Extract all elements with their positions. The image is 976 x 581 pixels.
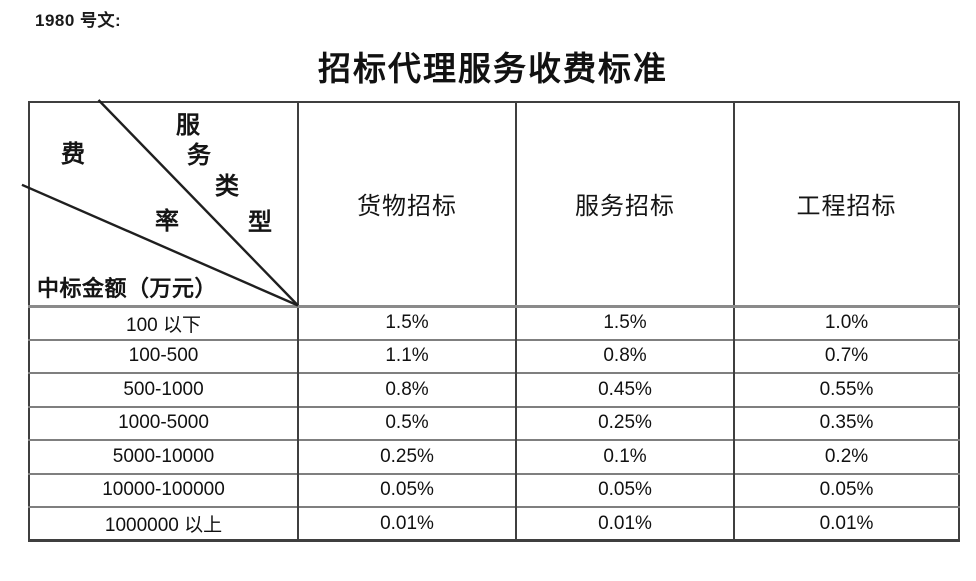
amount-range-cell: 10000-100000 — [29, 472, 298, 507]
table-row: 5000-10000 0.25% 0.1% 0.2% — [29, 439, 959, 474]
corner-amount-axis-label: 中标金额（万元） — [37, 276, 218, 301]
corner-service-type-char-4: 型 — [248, 210, 272, 236]
rate-cell: 1.5% — [515, 305, 734, 340]
rate-cell: 1.0% — [733, 305, 959, 340]
rate-cell: 0.05% — [515, 472, 734, 507]
table-row: 100 以下 1.5% 1.5% 1.0% — [29, 305, 959, 340]
amount-range-cell: 100 以下 — [29, 305, 298, 340]
corner-service-type-char-2: 务 — [187, 143, 211, 169]
table-row: 500-1000 0.8% 0.45% 0.55% — [29, 372, 959, 407]
rate-cell: 0.05% — [733, 472, 959, 507]
corner-service-type-char-3: 类 — [215, 174, 239, 200]
rate-cell: 0.25% — [515, 405, 734, 440]
doc-number: 1980 号文: — [35, 11, 122, 30]
table-row: 10000-100000 0.05% 0.05% 0.05% — [29, 472, 959, 507]
table-row: 1000000 以上 0.01% 0.01% 0.01% — [29, 506, 959, 541]
amount-range-cell: 1000-5000 — [29, 405, 298, 440]
rate-cell: 0.25% — [297, 439, 516, 474]
diagonal-corner-cell: 服 务 类 型 费 率 中标金额（万元） — [21, 99, 299, 308]
rate-cell: 1.5% — [297, 305, 516, 340]
rate-cell: 0.55% — [733, 372, 959, 407]
column-header-engineering: 工程招标 — [733, 102, 959, 308]
rate-cell: 0.05% — [297, 472, 516, 507]
rate-cell: 0.2% — [733, 439, 959, 474]
rate-cell: 0.5% — [297, 405, 516, 440]
diagonal-lines — [21, 99, 299, 307]
rate-cell: 0.45% — [515, 372, 734, 407]
amount-range-cell: 500-1000 — [29, 372, 298, 407]
column-header-services: 服务招标 — [515, 102, 734, 308]
corner-fee-rate-char-1: 费 — [61, 142, 85, 168]
diagonal-line-upper — [97, 99, 299, 307]
table-row: 100-500 1.1% 0.8% 0.7% — [29, 338, 959, 373]
column-header-goods: 货物招标 — [297, 102, 516, 308]
corner-service-type-char-1: 服 — [176, 113, 200, 139]
rate-cell: 0.1% — [515, 439, 734, 474]
rate-cell: 0.35% — [733, 405, 959, 440]
amount-range-cell: 1000000 以上 — [29, 506, 298, 541]
rate-cell: 0.8% — [297, 372, 516, 407]
rate-cell: 0.8% — [515, 338, 734, 373]
rate-cell: 1.1% — [297, 338, 516, 373]
corner-fee-rate-char-2: 率 — [155, 209, 179, 235]
fee-standard-table: 服 务 类 型 费 率 中标金额（万元） 货物招标 服务招标 工程招标 100 … — [21, 99, 960, 542]
rate-cell: 0.01% — [515, 506, 734, 541]
rate-cell: 0.01% — [297, 506, 516, 541]
amount-range-cell: 100-500 — [29, 338, 298, 373]
table-row: 1000-5000 0.5% 0.25% 0.35% — [29, 405, 959, 440]
amount-range-cell: 5000-10000 — [29, 439, 298, 474]
diagonal-line-lower — [21, 183, 299, 307]
rate-cell: 0.01% — [733, 506, 959, 541]
table-header-row: 服 务 类 型 费 率 中标金额（万元） 货物招标 服务招标 工程招标 — [21, 99, 959, 308]
page-title: 招标代理服务收费标准 — [318, 52, 668, 88]
rate-cell: 0.7% — [733, 338, 959, 373]
